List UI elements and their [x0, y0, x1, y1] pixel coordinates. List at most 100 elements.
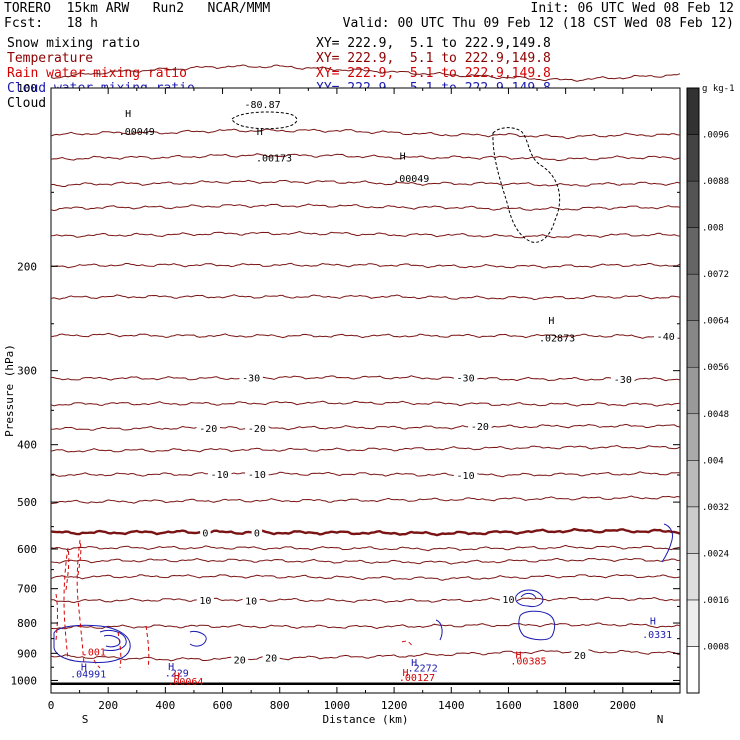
cloud-water-contour — [99, 629, 127, 651]
isotherm-label-bg — [571, 648, 589, 660]
colorbar-label: .0088 — [702, 177, 729, 187]
isotherm-label-bg — [196, 422, 220, 434]
max-value-label: .001 — [82, 648, 106, 659]
colorbar-label: .0048 — [702, 410, 729, 420]
y-tick-label: 400 — [17, 439, 37, 452]
isotherm-label-bg — [207, 467, 232, 479]
isotherm-label: -10 — [248, 470, 266, 481]
isotherm-line — [50, 262, 681, 269]
isotherm-line — [50, 128, 681, 140]
high-marker: H — [515, 650, 521, 661]
header-model: TORERO 15km ARW Run2 NCAR/MMM — [4, 1, 270, 16]
y-tick-label: 800 — [17, 617, 37, 630]
x-tick-label: 400 — [155, 699, 175, 712]
cloud-water-region — [53, 624, 131, 663]
colorbar-segment — [686, 413, 700, 461]
max-value-label: .00064 — [167, 677, 203, 688]
isotherm-label-bg — [242, 594, 260, 606]
isotherm-line — [50, 544, 681, 552]
valid-time: Valid: 00 UTC Thu 09 Feb 12 (18 CST Wed … — [342, 16, 734, 31]
max-value-label: .00049 — [119, 127, 155, 138]
max-value-label: .229 — [165, 669, 189, 680]
x-tick-label: 0 — [48, 699, 55, 712]
cloud-ice-region — [231, 111, 298, 130]
high-marker: H — [411, 658, 417, 669]
model-name: TORERO — [4, 1, 51, 16]
isotherm-line — [50, 574, 681, 581]
rain-water-contour — [55, 593, 58, 641]
isotherm-label-bg — [653, 329, 678, 341]
cloud-ice-region — [492, 127, 561, 243]
colorbar-label: .0024 — [702, 549, 729, 559]
isotherm-label-bg — [262, 651, 280, 663]
max-value-label: .00385 — [510, 657, 546, 668]
isotherm-line — [50, 444, 681, 453]
colorbar-label: .004 — [702, 456, 724, 466]
isotherm-label-bg — [499, 592, 517, 604]
isotherm-line — [50, 527, 681, 537]
isotherm-label-bg — [239, 371, 263, 383]
fcst-value: 18 h — [66, 16, 98, 31]
isotherm-label-bg — [231, 653, 249, 665]
colorbar-segment — [686, 646, 700, 694]
colorbar-label: .0016 — [702, 596, 729, 606]
y-tick-label: 600 — [17, 543, 37, 556]
y-tick-label: 100 — [17, 82, 37, 95]
high-marker: H — [81, 662, 87, 673]
max-value-label: .2272 — [408, 663, 438, 674]
colorbar-segment — [686, 366, 700, 415]
colorbar-label: .0096 — [702, 131, 729, 141]
cloud-water-contour — [189, 631, 207, 647]
isotherm-label: 0 — [254, 529, 260, 540]
max-value-label: .0331 — [642, 630, 672, 641]
y-tick-label: 700 — [17, 583, 37, 596]
isotherm-label-bg — [245, 467, 269, 479]
field-name: Snow mixing ratio — [7, 36, 141, 51]
max-value-label: .00173 — [256, 153, 292, 164]
rain-water-contour — [145, 625, 150, 669]
colorbar-segment — [686, 599, 700, 647]
colorbar-label: .0032 — [702, 503, 729, 513]
isotherm-label-bg — [468, 420, 492, 432]
y-tick-label: 900 — [17, 647, 37, 660]
max-value-label: -80.87 — [245, 100, 281, 111]
isotherm-line — [50, 179, 681, 187]
x-tick-label: 2000 — [610, 699, 637, 712]
isotherm-label: 10 — [502, 595, 514, 606]
cloud-water-region — [515, 589, 544, 607]
isotherm-line — [50, 294, 681, 301]
cloud-water-contour — [661, 523, 673, 563]
isotherm-line — [50, 230, 681, 239]
field-annotations: H .00049 -80.87 H .00173 H .00049 H .02873 H .0331… — [70, 100, 672, 688]
field-xy-range: XY= 222.9, 5.1 to 222.9,149.8 — [316, 36, 551, 51]
isotherm-label-bg — [453, 468, 478, 480]
high-marker: H — [400, 151, 406, 162]
x-tick-label: 800 — [270, 699, 290, 712]
y-tick-label: 200 — [17, 260, 37, 273]
max-value-label: .00049 — [393, 174, 429, 185]
colorbar-label: .0008 — [702, 642, 729, 652]
y-axis: 1002003004005006007008009001000Pressure … — [3, 82, 680, 694]
isotherm-line — [51, 596, 680, 604]
x-tick-label: 1400 — [438, 699, 465, 712]
y-axis-title: Pressure (hPa) — [3, 344, 16, 437]
model-resolution: 15km ARW — [66, 1, 130, 16]
isotherm-label-bg — [611, 373, 635, 385]
isotherm-label-bg — [196, 593, 214, 605]
right-endpoint-label: N — [657, 713, 664, 726]
isotherm-label: 20 — [234, 655, 246, 666]
colorbar-segment — [686, 553, 700, 601]
temperature-isotherms: -40 -30 -30 -30 -20 -20 -20 -10 -10 -10 0 0 10 10 10 20… — [50, 64, 681, 666]
isotherm-line — [50, 64, 681, 82]
cloud-water-region — [518, 610, 556, 641]
forecast-hour: Fcst: 18 h — [4, 16, 98, 31]
isotherm-line — [50, 557, 681, 565]
max-value-label: .04991 — [70, 669, 106, 680]
max-value-label: .00127 — [399, 673, 435, 684]
isotherm-line — [50, 423, 681, 431]
high-marker: H — [168, 662, 174, 673]
isotherm-label: 20 — [574, 651, 586, 662]
x-tick-label: 600 — [213, 699, 233, 712]
colorbar-unit: g kg-1 — [702, 84, 735, 94]
run-name: Run2 — [152, 1, 185, 16]
